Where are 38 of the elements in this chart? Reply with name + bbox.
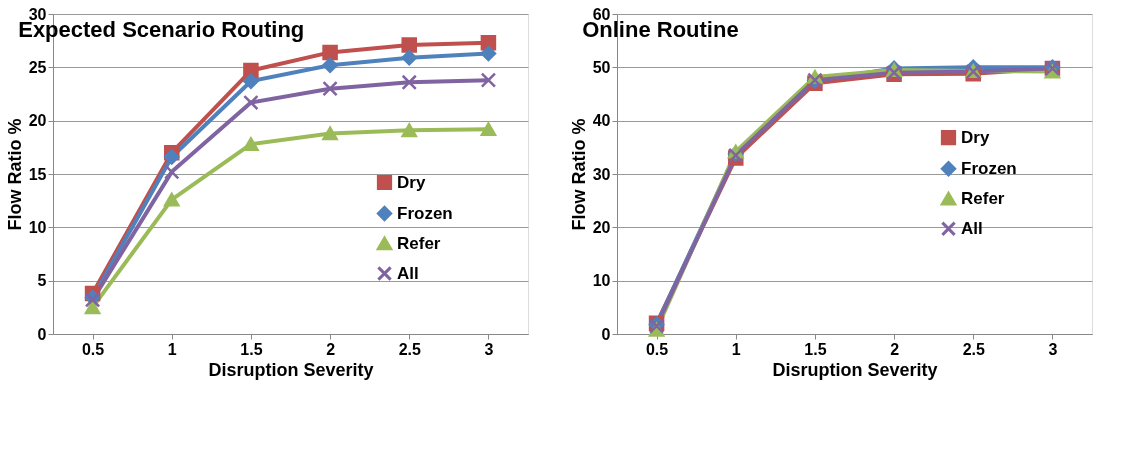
y-tick-label: 0 (37, 325, 47, 343)
y-tick-label: 20 (28, 112, 47, 130)
x-axis-title: Disruption Severity (208, 359, 374, 380)
x-tick-label: 2 (326, 340, 336, 358)
y-tick-label: 40 (592, 112, 611, 130)
x-tick-label: 0.5 (81, 340, 105, 358)
legend-label: Frozen (397, 203, 453, 223)
y-tick-label: 20 (592, 218, 611, 236)
x-tick-label: 3 (1048, 340, 1058, 358)
x-tick-label: 1 (731, 340, 741, 358)
y-axis-title: Flow Ratio % (4, 118, 25, 231)
x-tick-label: 3 (484, 340, 494, 358)
y-tick-label: 0 (601, 325, 611, 343)
legend-label: Frozen (961, 158, 1017, 178)
y-axis-title: Flow Ratio % (568, 118, 589, 231)
x-tick-label: 1.5 (240, 340, 263, 358)
y-tick-label: 15 (28, 165, 47, 183)
legend-label: All (397, 263, 419, 283)
x-tick-label: 2.5 (398, 340, 421, 358)
y-tick-label: 5 (37, 272, 47, 290)
y-tick-label: 10 (592, 272, 611, 290)
legend-label: Refer (961, 188, 1005, 208)
x-axis-title: Disruption Severity (772, 359, 938, 380)
x-tick-label: 0.5 (645, 340, 669, 358)
y-tick-label: 10 (28, 218, 47, 236)
y-tick-label: 50 (592, 58, 611, 76)
x-tick-label: 1.5 (804, 340, 827, 358)
legend-label: All (961, 218, 983, 238)
y-tick-label: 30 (28, 5, 47, 23)
y-tick-label: 25 (28, 58, 47, 76)
legend-label: Dry (397, 172, 426, 192)
y-tick-label: 30 (592, 165, 611, 183)
x-tick-label: 1 (167, 340, 177, 358)
x-tick-label: 2 (890, 340, 900, 358)
y-tick-label: 60 (592, 5, 611, 23)
x-tick-label: 2.5 (962, 340, 985, 358)
legend-label: Dry (961, 127, 990, 147)
legend-label: Refer (397, 233, 441, 253)
